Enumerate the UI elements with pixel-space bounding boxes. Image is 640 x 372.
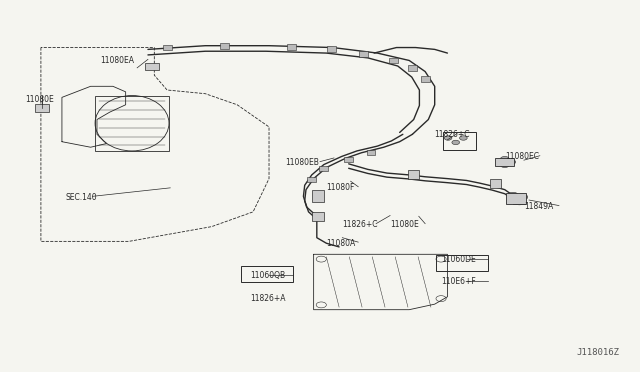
FancyBboxPatch shape <box>389 58 397 63</box>
Circle shape <box>460 136 467 140</box>
FancyBboxPatch shape <box>513 195 525 204</box>
Text: SEC.140: SEC.140 <box>65 193 97 202</box>
Circle shape <box>518 194 528 200</box>
FancyBboxPatch shape <box>408 65 417 71</box>
Text: 11080F: 11080F <box>326 183 355 192</box>
FancyBboxPatch shape <box>420 76 429 82</box>
FancyBboxPatch shape <box>367 150 376 155</box>
FancyBboxPatch shape <box>35 104 49 112</box>
FancyBboxPatch shape <box>312 190 324 202</box>
FancyBboxPatch shape <box>287 44 296 50</box>
FancyBboxPatch shape <box>327 46 336 52</box>
Circle shape <box>444 136 452 140</box>
FancyBboxPatch shape <box>145 63 159 70</box>
Text: 11080EA: 11080EA <box>100 56 134 65</box>
FancyBboxPatch shape <box>307 177 316 182</box>
Text: 11080A: 11080A <box>326 239 356 248</box>
FancyBboxPatch shape <box>490 179 501 188</box>
Circle shape <box>515 199 525 205</box>
Text: 11060QB: 11060QB <box>250 271 285 280</box>
Circle shape <box>508 192 518 198</box>
FancyBboxPatch shape <box>495 158 515 166</box>
Circle shape <box>500 162 509 167</box>
Text: 11060DE: 11060DE <box>441 255 476 264</box>
Text: 11080EC: 11080EC <box>505 152 539 161</box>
Circle shape <box>507 160 516 164</box>
Text: 11826+C: 11826+C <box>435 130 470 139</box>
FancyBboxPatch shape <box>408 170 419 179</box>
FancyBboxPatch shape <box>319 166 328 171</box>
Text: J118016Z: J118016Z <box>577 347 620 357</box>
Text: 11826+C: 11826+C <box>342 220 378 229</box>
Text: 11080E: 11080E <box>390 220 419 229</box>
FancyBboxPatch shape <box>220 43 229 49</box>
Circle shape <box>452 140 460 145</box>
Text: 11080E: 11080E <box>26 95 54 104</box>
Text: 11826+A: 11826+A <box>250 294 285 303</box>
Text: 110E6+F: 110E6+F <box>441 278 476 286</box>
Text: 11080EB: 11080EB <box>285 157 319 167</box>
Circle shape <box>500 157 509 161</box>
FancyBboxPatch shape <box>163 45 172 51</box>
Text: 11849A: 11849A <box>524 202 553 211</box>
FancyBboxPatch shape <box>506 193 527 204</box>
FancyBboxPatch shape <box>359 51 368 57</box>
FancyBboxPatch shape <box>344 157 353 162</box>
FancyBboxPatch shape <box>312 212 324 221</box>
